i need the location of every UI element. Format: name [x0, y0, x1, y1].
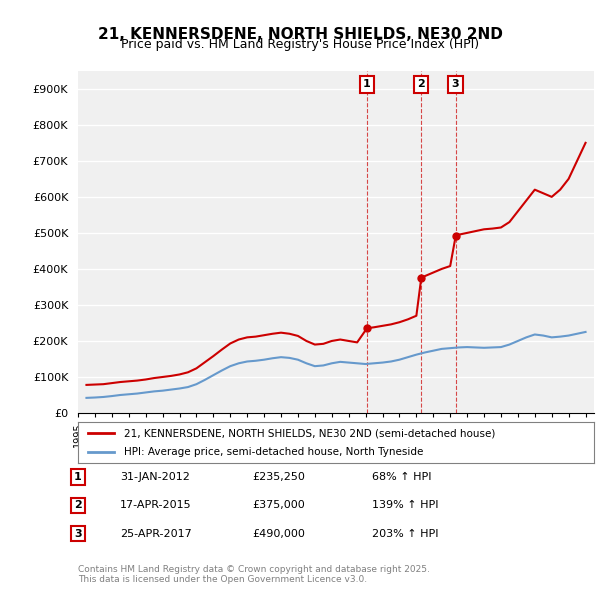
Text: 21, KENNERSDENE, NORTH SHIELDS, NE30 2ND: 21, KENNERSDENE, NORTH SHIELDS, NE30 2ND [98, 27, 502, 41]
Text: £490,000: £490,000 [252, 529, 305, 539]
Text: 139% ↑ HPI: 139% ↑ HPI [372, 500, 439, 510]
Text: £375,000: £375,000 [252, 500, 305, 510]
Text: £235,250: £235,250 [252, 472, 305, 482]
Text: Price paid vs. HM Land Registry's House Price Index (HPI): Price paid vs. HM Land Registry's House … [121, 38, 479, 51]
Text: 1: 1 [74, 472, 82, 482]
Text: 2: 2 [74, 500, 82, 510]
Text: 17-APR-2015: 17-APR-2015 [120, 500, 191, 510]
Text: 203% ↑ HPI: 203% ↑ HPI [372, 529, 439, 539]
Text: Contains HM Land Registry data © Crown copyright and database right 2025.
This d: Contains HM Land Registry data © Crown c… [78, 565, 430, 584]
Text: 2: 2 [418, 80, 425, 90]
Text: 1: 1 [363, 80, 371, 90]
Text: 21, KENNERSDENE, NORTH SHIELDS, NE30 2ND (semi-detached house): 21, KENNERSDENE, NORTH SHIELDS, NE30 2ND… [124, 428, 496, 438]
Text: 3: 3 [452, 80, 460, 90]
Text: 68% ↑ HPI: 68% ↑ HPI [372, 472, 431, 482]
Text: 31-JAN-2012: 31-JAN-2012 [120, 472, 190, 482]
Text: 25-APR-2017: 25-APR-2017 [120, 529, 192, 539]
Text: 3: 3 [74, 529, 82, 539]
Text: HPI: Average price, semi-detached house, North Tyneside: HPI: Average price, semi-detached house,… [124, 447, 424, 457]
